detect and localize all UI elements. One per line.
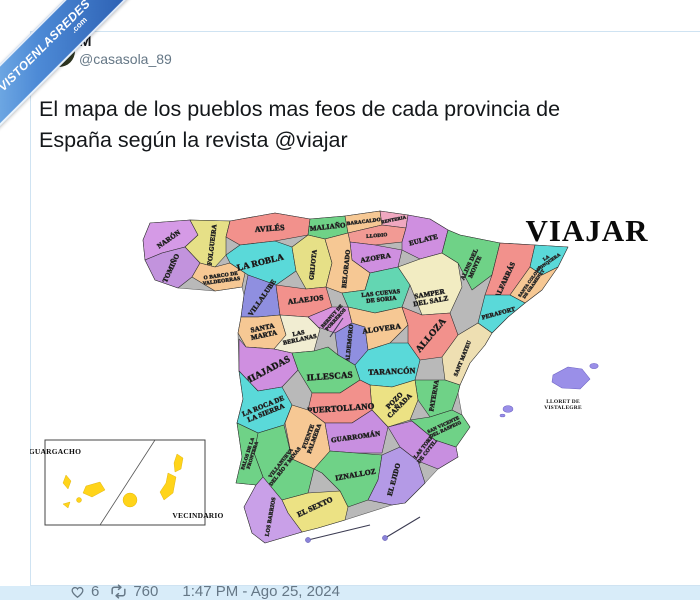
map-region: LOS BARRIOS	[243, 476, 303, 544]
map-region: SAN VICENTEDEL RASPEIG	[409, 409, 471, 448]
map-region: FOLGUEIRA	[184, 219, 231, 268]
svg-text:BELORADO: BELORADO	[341, 249, 352, 288]
heart-icon[interactable]	[69, 584, 86, 600]
map-region: FUENTEPALMERA	[284, 404, 331, 470]
map-region: PERAFORT	[477, 294, 526, 334]
canary-label-right: VECINDARIO	[172, 511, 223, 520]
map-region: SAMPERDEL SALZ	[397, 252, 463, 316]
map-region: GUARROMÁN	[324, 409, 389, 454]
canary-inset: GUARGACHO VECINDARIO	[29, 439, 223, 526]
map-region: PUERTOLLANO	[307, 379, 375, 424]
map-region: TARANCÓN	[354, 342, 421, 388]
map-region: TOMIÑO	[144, 246, 201, 289]
tweet-text[interactable]: El mapa de los pueblos mas feos de cada …	[39, 94, 694, 156]
next-card-edge	[0, 586, 700, 600]
map-region: AVILÉS	[225, 212, 311, 246]
retweets-group[interactable]: 760	[109, 583, 158, 600]
canary-islands	[62, 453, 184, 509]
retweet-icon[interactable]	[109, 584, 128, 599]
map-region: LAJONQUERA	[529, 244, 569, 276]
map-region: SANT MATEU	[441, 322, 493, 386]
map-region: ALOVERA	[347, 306, 409, 351]
tweet-footer: 6 760 1:47 PM - Ago 25, 2024	[69, 583, 340, 600]
map-region: ALLOZA	[401, 306, 459, 361]
svg-text:LAS CUEVASDE SORIA: LAS CUEVASDE SORIA	[361, 289, 402, 305]
retweet-count: 760	[133, 583, 159, 600]
svg-text:RENTERIA: RENTERIA	[381, 214, 407, 224]
map-region: VILLANUEVADEL RÍO Y MINAS	[253, 424, 315, 501]
map-region: NARÓN	[142, 219, 199, 261]
map-region: LA ROCA DELA SIERRA	[236, 370, 293, 434]
svg-text:VALDEMORO: VALDEMORO	[345, 324, 355, 366]
map-region: EL EJIDO	[367, 446, 426, 506]
map-region: LASBERLANAS	[273, 314, 321, 354]
map-region: ALAEJOS	[275, 284, 333, 318]
map-region: VILLALUBE	[240, 274, 281, 318]
viajar-logo: VIAJAR	[525, 213, 648, 248]
pin-dots	[305, 535, 388, 543]
map-region: PATERNA	[414, 379, 461, 418]
map-image[interactable]: NARÓN FOLGUEIRA TOMIÑO O BARCO DEVALDEOR…	[29, 195, 670, 585]
svg-text:PUERTOLLANO: PUERTOLLANO	[307, 401, 375, 416]
tweet-line-1: El mapa de los pueblos mas feos de cada …	[39, 97, 561, 121]
map-region: O BARCO DEVALDEORRAS	[191, 262, 246, 292]
map-region: POZOCAÑADA	[369, 379, 419, 428]
map-region: PALOS DE LAFRONTERA	[235, 422, 264, 486]
map-region: RENTERIA	[379, 210, 409, 229]
like-count: 6	[91, 583, 100, 600]
map-region: EL SEXTO	[281, 490, 349, 533]
svg-text:O BARCO DEVALDEORRAS: O BARCO DEVALDEORRAS	[202, 270, 241, 287]
spain-ugly-towns-map: NARÓN FOLGUEIRA TOMIÑO O BARCO DEVALDEOR…	[29, 210, 648, 544]
svg-text:GRIJOTA: GRIJOTA	[308, 249, 318, 280]
canary-label-left: GUARGACHO	[30, 447, 81, 456]
map-region: LAS TORRESDE COTILLAS	[387, 420, 459, 470]
svg-text:ALAEJOS: ALAEJOS	[287, 293, 324, 306]
svg-text:LLODIO: LLODIO	[366, 233, 388, 240]
svg-text:TARANCÓN: TARANCÓN	[368, 365, 416, 377]
timestamp[interactable]: 1:47 PM - Ago 25, 2024	[182, 583, 340, 600]
map-pins	[307, 317, 421, 541]
map-region: EULATE	[401, 214, 449, 260]
likes-group[interactable]: 6	[69, 583, 99, 600]
map-region: LAS CUEVASDE SORIA	[341, 266, 411, 314]
user-handle[interactable]: @casasola_89	[79, 51, 172, 67]
map-region: ALFARRÁS	[484, 242, 536, 311]
svg-text:ILLESCAS: ILLESCAS	[306, 369, 353, 382]
map-region: SANTAMARTA	[237, 314, 287, 350]
map-region: MALIAÑO	[307, 215, 349, 240]
map-region: ALINS DELMONTE	[441, 229, 501, 291]
balearics-label: LLORET DE VISTALEGRE	[544, 399, 582, 411]
balearic-islands	[499, 363, 599, 418]
tweet-line-2: España según la revista @viajar	[39, 128, 348, 152]
map-region: IZNALLOZ	[313, 450, 383, 508]
map-region: BERNUY DEPORREROS	[307, 304, 353, 334]
svg-text:BARACALDO: BARACALDO	[347, 218, 381, 227]
map-region: LA ROBLA	[225, 240, 297, 286]
svg-text:AVILÉS: AVILÉS	[254, 222, 285, 234]
map-region: ILLESCAS	[291, 346, 361, 394]
